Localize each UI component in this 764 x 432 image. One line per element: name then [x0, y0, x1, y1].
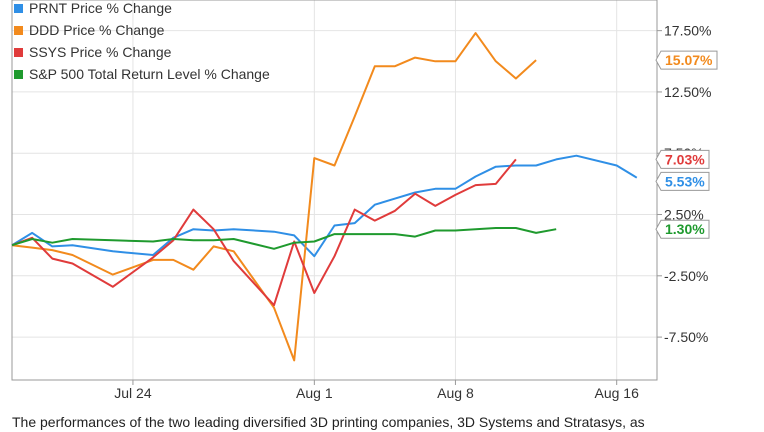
x-tick-label: Aug 8: [437, 385, 474, 401]
end-tag-box: [655, 50, 718, 70]
end-tag-ddd: 15.07%: [655, 50, 718, 70]
x-axis: Jul 24 Aug 1 Aug 8 Aug 16: [114, 380, 639, 401]
legend-label-sp500: S&P 500 Total Return Level % Change: [29, 66, 270, 82]
y-tick-label: -2.50%: [664, 268, 708, 284]
legend-item-ssys: SSYS Price % Change: [14, 41, 270, 63]
gridlines: [12, 0, 657, 380]
end-tag-box: [655, 219, 710, 239]
y-tick-label: -7.50%: [664, 329, 708, 345]
legend-swatch-prnt: [14, 3, 23, 13]
legend-item-sp500: S&P 500 Total Return Level % Change: [14, 63, 270, 85]
x-tick-label: Jul 24: [114, 385, 152, 401]
legend-swatch-ssys: [14, 47, 23, 57]
series-lines: [11, 32, 638, 362]
end-tag-box: [655, 171, 710, 191]
end-tag-sp500: 1.30%: [655, 219, 710, 239]
x-tick-label: Aug 1: [296, 385, 333, 401]
end-tag-label: 1.30%: [665, 221, 705, 237]
legend-label-ssys: SSYS Price % Change: [29, 44, 172, 60]
end-tag-label: 15.07%: [665, 52, 713, 68]
y-tick-label: 2.50%: [664, 207, 704, 223]
y-tick-label: 17.50%: [664, 23, 711, 39]
series-line-prnt: [11, 154, 638, 258]
series-line-sp500: [11, 227, 557, 250]
end-tag-label: 5.53%: [665, 173, 705, 189]
legend-item-ddd: DDD Price % Change: [14, 19, 270, 41]
end-tag-prnt: 5.53%: [655, 171, 710, 191]
legend-swatch-ddd: [14, 25, 23, 35]
series-line-ssys: [11, 158, 517, 307]
y-tick-label: 12.50%: [664, 84, 711, 100]
chart-caption: The performances of the two leading dive…: [12, 414, 645, 430]
x-tick-label: Aug 16: [595, 385, 640, 401]
plot-frame: [11, 0, 658, 381]
legend-swatch-sp500: [14, 69, 23, 79]
end-tag-box: [655, 149, 710, 169]
end-tag-label: 7.03%: [665, 151, 705, 167]
legend-label-ddd: DDD Price % Change: [29, 22, 165, 38]
legend-label-prnt: PRNT Price % Change: [29, 0, 172, 16]
legend-item-prnt: PRNT Price % Change: [14, 0, 270, 19]
series-line-ddd: [11, 32, 537, 362]
end-tag-ssys: 7.03%: [655, 149, 710, 169]
legend: PRNT Price % Change DDD Price % Change S…: [14, 0, 270, 85]
end-value-tags: 5.53% 15.07% 7.03% 1.30%: [655, 50, 718, 239]
